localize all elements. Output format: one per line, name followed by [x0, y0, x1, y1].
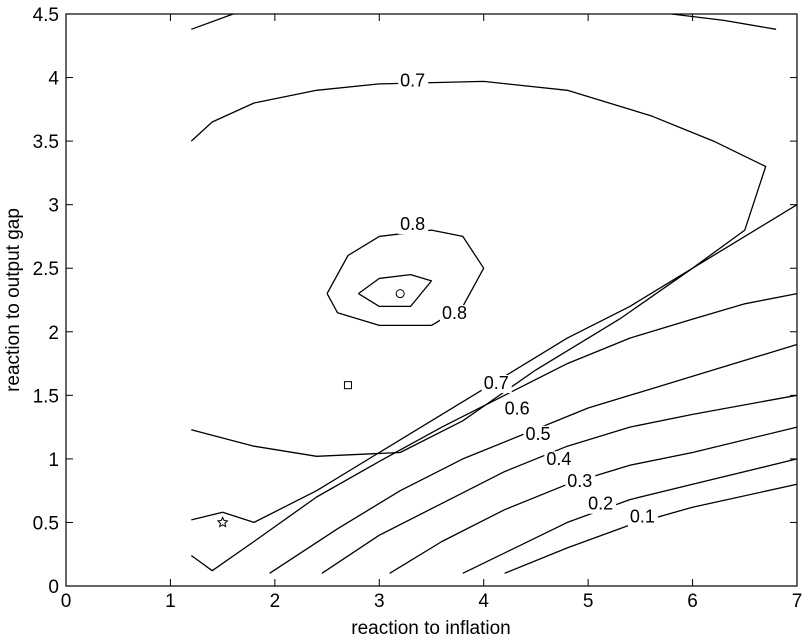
contour-label-8: 0.4: [546, 449, 571, 469]
y-tick-label: 3.5: [33, 132, 59, 153]
y-tick-label: 3: [48, 196, 59, 217]
y-tick-label: 2: [48, 323, 59, 344]
y-tick-label: 2.5: [33, 259, 59, 280]
contour-label-7: 0.5: [525, 424, 550, 444]
y-tick-label: 4: [48, 69, 59, 90]
x-tick-label: 0: [61, 591, 72, 612]
x-tick-label: 7: [792, 591, 802, 612]
contour-label-6: 0.6: [505, 398, 530, 418]
contour-label-10: 0.2: [588, 494, 613, 514]
contour-label-11: 0.1: [630, 506, 655, 526]
x-tick-label: 6: [687, 591, 698, 612]
x-tick-label: 4: [478, 591, 489, 612]
x-tick-label: 5: [583, 591, 594, 612]
contour-label-4: 0.8: [442, 303, 467, 323]
x-tick-label: 3: [374, 591, 385, 612]
y-tick-label: 1.5: [33, 386, 59, 407]
y-tick-label: 1: [48, 450, 59, 471]
contour-label-9: 0.3: [567, 471, 592, 491]
contour-label-3: 0.8: [400, 214, 425, 234]
y-axis-label: reaction to output gap: [3, 208, 24, 392]
x-tick-label: 2: [270, 591, 281, 612]
contour-label-0: 0.7: [400, 70, 425, 90]
x-axis-label: reaction to inflation: [351, 618, 511, 639]
y-tick-label: 0.5: [33, 513, 59, 534]
y-tick-label: 0: [48, 577, 59, 598]
y-tick-label: 4.5: [33, 5, 59, 26]
x-tick-label: 1: [165, 591, 176, 612]
contour-label-5: 0.7: [484, 373, 509, 393]
